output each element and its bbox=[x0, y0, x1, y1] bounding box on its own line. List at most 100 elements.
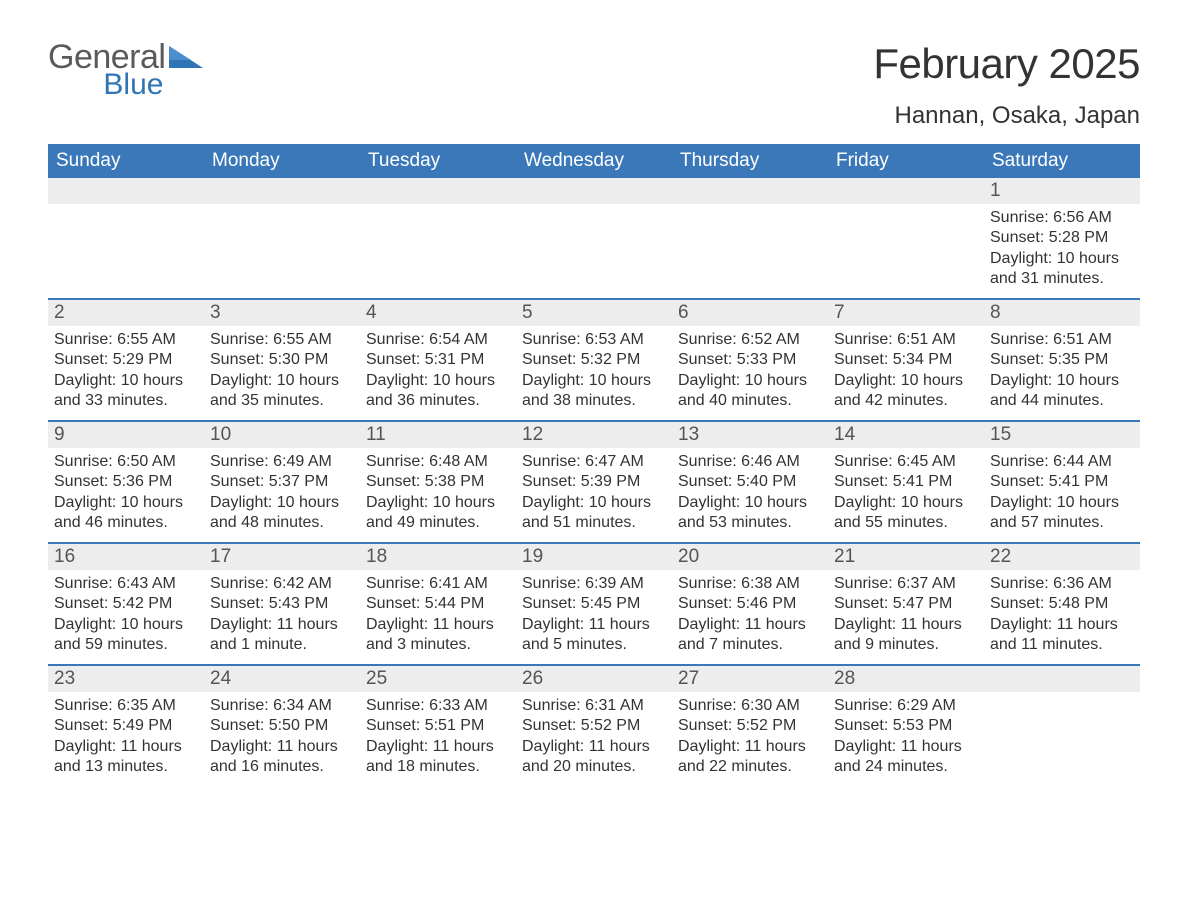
day-cell: . bbox=[672, 178, 828, 298]
day-info: Sunrise: 6:54 AMSunset: 5:31 PMDaylight:… bbox=[366, 330, 510, 412]
sunrise-line: Sunrise: 6:44 AM bbox=[990, 452, 1134, 472]
brand-text: General Blue bbox=[48, 40, 165, 100]
daylight-line: Daylight: 11 hours and 9 minutes. bbox=[834, 615, 978, 656]
day-cell: . bbox=[516, 178, 672, 298]
sunset-line: Sunset: 5:33 PM bbox=[678, 350, 822, 370]
day-number: 1 bbox=[984, 178, 1140, 204]
weekday-header: Wednesday bbox=[516, 144, 672, 178]
day-info: Sunrise: 6:41 AMSunset: 5:44 PMDaylight:… bbox=[366, 574, 510, 656]
day-number: 12 bbox=[516, 422, 672, 448]
day-info: Sunrise: 6:53 AMSunset: 5:32 PMDaylight:… bbox=[522, 330, 666, 412]
day-info: Sunrise: 6:47 AMSunset: 5:39 PMDaylight:… bbox=[522, 452, 666, 534]
sunset-line: Sunset: 5:38 PM bbox=[366, 472, 510, 492]
daylight-line: Daylight: 11 hours and 13 minutes. bbox=[54, 737, 198, 778]
sunrise-line: Sunrise: 6:51 AM bbox=[834, 330, 978, 350]
day-number: 2 bbox=[48, 300, 204, 326]
sunrise-line: Sunrise: 6:34 AM bbox=[210, 696, 354, 716]
day-number: . bbox=[828, 178, 984, 204]
sunrise-line: Sunrise: 6:50 AM bbox=[54, 452, 198, 472]
day-cell: 9 Sunrise: 6:50 AMSunset: 5:36 PMDaylight… bbox=[48, 422, 204, 542]
day-number: 15 bbox=[984, 422, 1140, 448]
week-row: 9Sunrise: 6:50 AMSunset: 5:36 PMDaylight… bbox=[48, 420, 1140, 542]
daylight-line: Daylight: 10 hours and 44 minutes. bbox=[990, 371, 1134, 412]
sunrise-line: Sunrise: 6:53 AM bbox=[522, 330, 666, 350]
sunrise-line: Sunrise: 6:41 AM bbox=[366, 574, 510, 594]
day-cell: 16Sunrise: 6:43 AMSunset: 5:42 PMDayligh… bbox=[48, 544, 204, 664]
day-cell: 6Sunrise: 6:52 AMSunset: 5:33 PMDaylight… bbox=[672, 300, 828, 420]
sunset-line: Sunset: 5:42 PM bbox=[54, 594, 198, 614]
day-info: Sunrise: 6:56 AMSunset: 5:28 PMDaylight:… bbox=[990, 208, 1134, 290]
sunset-line: Sunset: 5:32 PM bbox=[522, 350, 666, 370]
day-info: Sunrise: 6:44 AMSunset: 5:41 PMDaylight:… bbox=[990, 452, 1134, 534]
day-info: Sunrise: 6:49 AMSunset: 5:37 PMDaylight:… bbox=[210, 452, 354, 534]
sunset-line: Sunset: 5:34 PM bbox=[834, 350, 978, 370]
sunset-line: Sunset: 5:35 PM bbox=[990, 350, 1134, 370]
sunset-line: Sunset: 5:29 PM bbox=[54, 350, 198, 370]
day-info: Sunrise: 6:36 AMSunset: 5:48 PMDaylight:… bbox=[990, 574, 1134, 656]
daylight-line: Daylight: 11 hours and 16 minutes. bbox=[210, 737, 354, 778]
day-number: 6 bbox=[672, 300, 828, 326]
day-cell: . bbox=[984, 666, 1140, 786]
sunset-line: Sunset: 5:41 PM bbox=[834, 472, 978, 492]
sunrise-line: Sunrise: 6:49 AM bbox=[210, 452, 354, 472]
sunrise-line: Sunrise: 6:52 AM bbox=[678, 330, 822, 350]
day-number: . bbox=[672, 178, 828, 204]
sunrise-line: Sunrise: 6:30 AM bbox=[678, 696, 822, 716]
day-cell: 23 Sunrise: 6:35 AMSunset: 5:49 PMDayligh… bbox=[48, 666, 204, 786]
daylight-line: Daylight: 11 hours and 20 minutes. bbox=[522, 737, 666, 778]
day-cell: 1 Sunrise: 6:56 AMSunset: 5:28 PMDaylight… bbox=[984, 178, 1140, 298]
weekday-header: Tuesday bbox=[360, 144, 516, 178]
day-info: Sunrise: 6:37 AMSunset: 5:47 PMDaylight:… bbox=[834, 574, 978, 656]
week-row: 23Sunrise: 6:35 AMSunset: 5:49 PMDayligh… bbox=[48, 664, 1140, 786]
day-cell: 24Sunrise: 6:34 AMSunset: 5:50 PMDayligh… bbox=[204, 666, 360, 786]
sunrise-line: Sunrise: 6:46 AM bbox=[678, 452, 822, 472]
daylight-line: Daylight: 11 hours and 18 minutes. bbox=[366, 737, 510, 778]
daylight-line: Daylight: 10 hours and 53 minutes. bbox=[678, 493, 822, 534]
calendar-page: General Blue February 2025 Hannan, Osaka… bbox=[0, 0, 1188, 826]
daylight-line: Daylight: 10 hours and 57 minutes. bbox=[990, 493, 1134, 534]
day-cell: 17Sunrise: 6:42 AMSunset: 5:43 PMDayligh… bbox=[204, 544, 360, 664]
sunset-line: Sunset: 5:51 PM bbox=[366, 716, 510, 736]
sunset-line: Sunset: 5:48 PM bbox=[990, 594, 1134, 614]
weekday-header: Sunday bbox=[48, 144, 204, 178]
day-info: Sunrise: 6:33 AMSunset: 5:51 PMDaylight:… bbox=[366, 696, 510, 778]
day-number: 8 bbox=[984, 300, 1140, 326]
day-number: 20 bbox=[672, 544, 828, 570]
sunrise-line: Sunrise: 6:43 AM bbox=[54, 574, 198, 594]
day-number: 3 bbox=[204, 300, 360, 326]
day-cell: 20 Sunrise: 6:38 AMSunset: 5:46 PMDayligh… bbox=[672, 544, 828, 664]
day-cell: . bbox=[204, 178, 360, 298]
day-number: 7 bbox=[828, 300, 984, 326]
location-text: Hannan, Osaka, Japan bbox=[873, 102, 1140, 130]
day-info: Sunrise: 6:46 AMSunset: 5:40 PMDaylight:… bbox=[678, 452, 822, 534]
day-number: 17 bbox=[204, 544, 360, 570]
day-number: 26 bbox=[516, 666, 672, 692]
week-row: 16Sunrise: 6:43 AMSunset: 5:42 PMDayligh… bbox=[48, 542, 1140, 664]
sunset-line: Sunset: 5:36 PM bbox=[54, 472, 198, 492]
day-cell: . bbox=[360, 178, 516, 298]
day-number: 5 bbox=[516, 300, 672, 326]
day-info: Sunrise: 6:38 AMSunset: 5:46 PMDaylight:… bbox=[678, 574, 822, 656]
weekday-header-row: SundayMondayTuesdayWednesdayThursdayFrid… bbox=[48, 144, 1140, 178]
day-info: Sunrise: 6:50 AMSunset: 5:36 PMDaylight:… bbox=[54, 452, 198, 534]
sunrise-line: Sunrise: 6:35 AM bbox=[54, 696, 198, 716]
day-info: Sunrise: 6:34 AMSunset: 5:50 PMDaylight:… bbox=[210, 696, 354, 778]
sunrise-line: Sunrise: 6:33 AM bbox=[366, 696, 510, 716]
page-header: General Blue February 2025 Hannan, Osaka… bbox=[48, 40, 1140, 130]
sunrise-line: Sunrise: 6:47 AM bbox=[522, 452, 666, 472]
day-cell: 10Sunrise: 6:49 AMSunset: 5:37 PMDayligh… bbox=[204, 422, 360, 542]
day-number: 9 bbox=[48, 422, 204, 448]
day-cell: 13Sunrise: 6:46 AMSunset: 5:40 PMDayligh… bbox=[672, 422, 828, 542]
day-info: Sunrise: 6:51 AMSunset: 5:35 PMDaylight:… bbox=[990, 330, 1134, 412]
daylight-line: Daylight: 11 hours and 3 minutes. bbox=[366, 615, 510, 656]
weekday-header: Monday bbox=[204, 144, 360, 178]
day-info: Sunrise: 6:35 AMSunset: 5:49 PMDaylight:… bbox=[54, 696, 198, 778]
day-number: . bbox=[48, 178, 204, 204]
sunset-line: Sunset: 5:49 PM bbox=[54, 716, 198, 736]
sunrise-line: Sunrise: 6:42 AM bbox=[210, 574, 354, 594]
sunset-line: Sunset: 5:45 PM bbox=[522, 594, 666, 614]
day-number: 4 bbox=[360, 300, 516, 326]
day-number: 23 bbox=[48, 666, 204, 692]
sunrise-line: Sunrise: 6:37 AM bbox=[834, 574, 978, 594]
day-number: . bbox=[360, 178, 516, 204]
